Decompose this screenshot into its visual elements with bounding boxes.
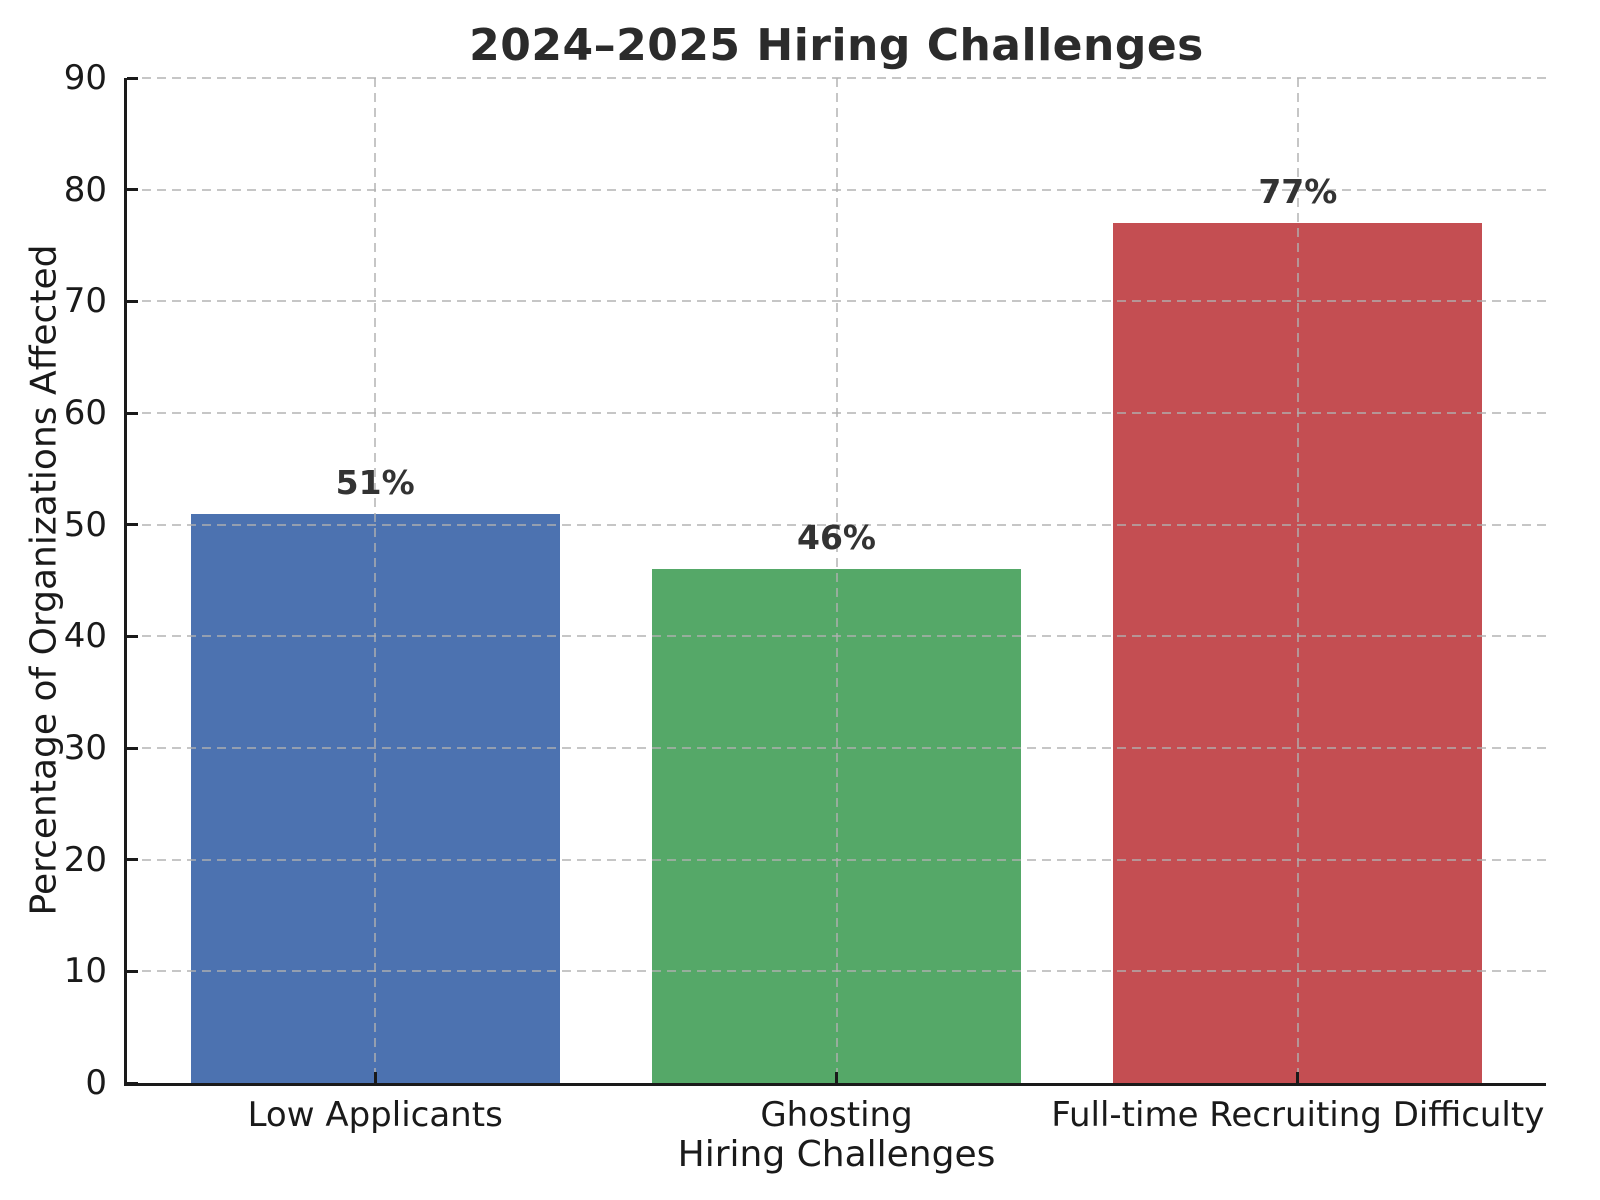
y-tick-label-90: 90 [63, 58, 107, 98]
y-tick-label-80: 80 [63, 169, 107, 210]
x-tick-mark-1 [835, 1072, 838, 1083]
y-tick-label-10: 10 [63, 951, 107, 992]
x-tick-mark-2 [1296, 1072, 1300, 1083]
y-tick-mark-80 [127, 188, 138, 192]
chart-title: 2024–2025 Hiring Challenges [469, 20, 1204, 71]
y-tick-label-60: 60 [63, 393, 107, 433]
x-tick-label-0: Low Applicants [247, 1095, 503, 1135]
y-tick-label-30: 30 [63, 728, 107, 768]
y-tick-mark-0 [127, 1081, 138, 1085]
y-tick-mark-30 [127, 746, 138, 750]
y-tick-mark-10 [127, 969, 138, 973]
x-tick-mark-0 [373, 1072, 377, 1083]
y-tick-mark-50 [127, 523, 138, 527]
y-axis-spine [124, 78, 127, 1086]
y-tick-mark-90 [127, 76, 138, 80]
bar-value-label-0: 51% [335, 462, 415, 502]
y-tick-mark-40 [127, 634, 138, 638]
y-tick-label-40: 40 [63, 616, 107, 657]
y-tick-label-50: 50 [63, 504, 107, 545]
bar-value-label-1: 46% [797, 518, 876, 558]
y-tick-mark-70 [127, 299, 138, 303]
x-tick-label-1: Ghosting [760, 1095, 913, 1135]
y-tick-mark-20 [127, 858, 138, 862]
plot-area: 0 10 20 30 40 50 60 70 80 90 51% Low Applicants 46% G… [64, 58, 1546, 1135]
x-gridline-0 [374, 78, 377, 1083]
y-tick-label-0: 0 [85, 1063, 107, 1103]
bar-value-label-2: 77% [1258, 172, 1338, 212]
x-axis-spine [124, 1083, 1546, 1086]
x-gridline-1 [835, 78, 838, 1083]
x-axis-label: Hiring Challenges [677, 1134, 996, 1175]
y-tick-label-20: 20 [63, 839, 107, 880]
x-tick-label-2: Full-time Recruiting Difficulty [1051, 1095, 1545, 1135]
y-tick-mark-60 [127, 411, 138, 415]
x-gridline-2 [1296, 78, 1299, 1083]
y-axis-label-text: Percentage of Organizations Affected [23, 244, 65, 916]
y-tick-label-70: 70 [63, 281, 107, 322]
